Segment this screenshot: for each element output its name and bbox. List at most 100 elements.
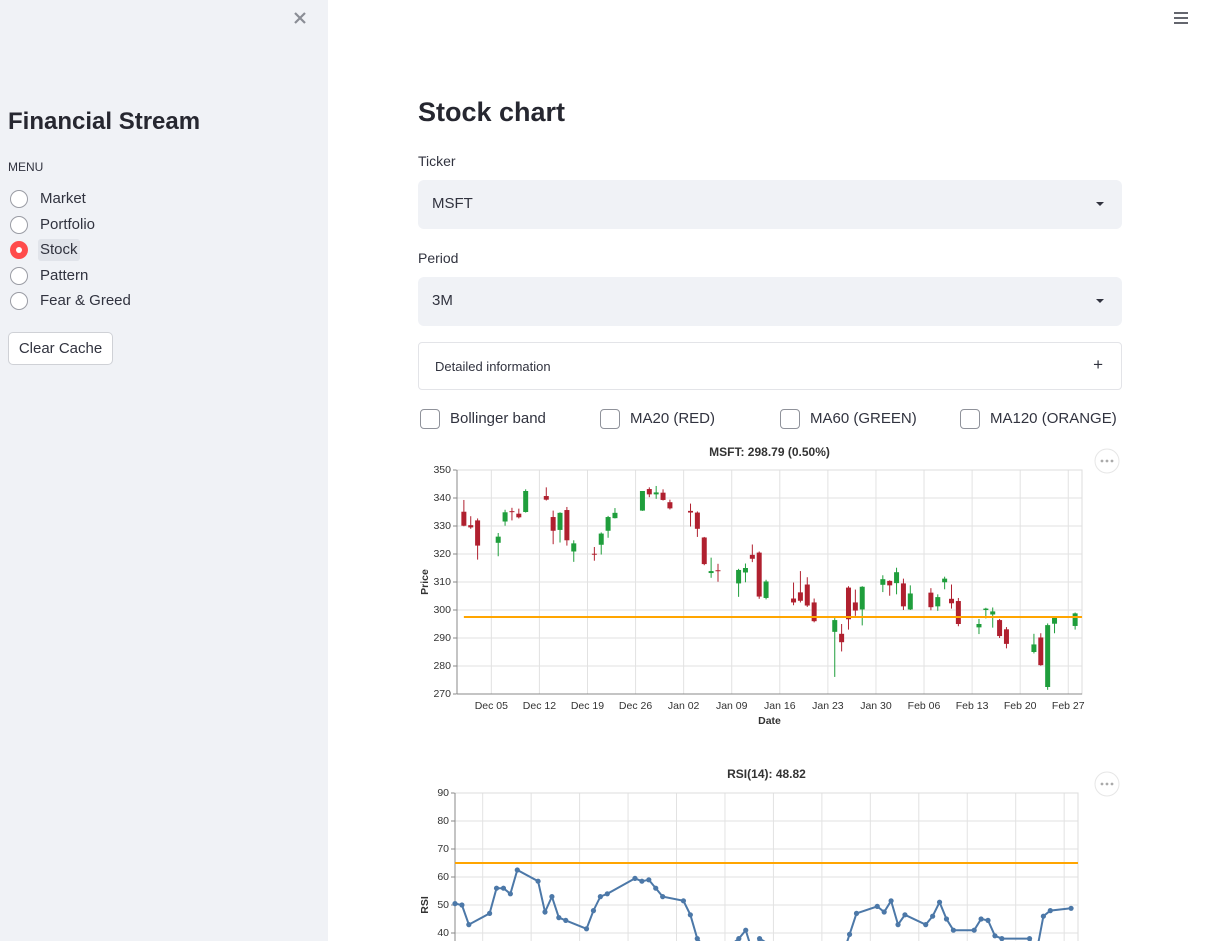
x-tick-label: Jan 30 [860,700,892,712]
rsi-point [694,936,700,941]
rsi-point [452,901,458,907]
candle-body [694,512,700,529]
candle-body [949,598,955,604]
rsi-point [604,891,610,897]
rsi-point [936,899,943,905]
close-button[interactable] [293,11,307,25]
candle-body [756,552,762,597]
candle-body [845,587,851,620]
expander[interactable]: Detailed information + [418,342,1122,390]
chart-title: MSFT: 298.79 (0.50%) [709,445,830,459]
candle-body [907,593,913,610]
candle-body [461,511,467,526]
menu-label: MENU [8,160,44,174]
x-tick-label: Dec 05 [475,700,508,712]
ticker-select[interactable]: MSFT [418,180,1122,229]
select-value: MSFT [432,195,473,212]
candle-body [605,517,611,531]
checkbox-label[interactable]: Bollinger band [450,410,546,427]
menu-dot [1110,782,1114,786]
candle-body [550,517,556,531]
period-select[interactable]: 3M [418,277,1122,326]
candle-body [502,512,508,522]
candle-body [990,611,996,615]
candle-body [557,512,563,530]
menu-item[interactable]: Fear & Greed [40,292,131,309]
menu-dot [1105,782,1109,786]
radio-button[interactable] [10,241,28,259]
candle-body [564,510,570,541]
menu-item[interactable]: Portfolio [40,215,96,233]
rsi-point [1026,936,1033,941]
candle-body [887,580,893,586]
x-tick-label: Dec 26 [619,700,652,712]
radio-button[interactable] [10,266,28,285]
y-tick-label: 60 [437,871,449,883]
candle-body [660,492,666,500]
candle-body [804,584,810,606]
x-tick-label: Dec 19 [571,700,604,712]
expander-label: Detailed information [435,359,551,374]
candle-body [653,492,659,495]
checkbox[interactable] [960,409,980,429]
rsi-point [563,917,569,924]
y-tick-label: 310 [433,576,451,588]
candle-body [1045,625,1051,687]
chart-title: RSI(14): 48.82 [727,767,806,781]
menu-item[interactable]: Pattern [40,266,89,284]
menu-icon[interactable] [1173,11,1189,25]
y-tick-label: 270 [433,688,451,700]
menu-item[interactable]: Market [40,190,86,207]
rsi-point [971,927,977,933]
radio-button[interactable] [10,292,28,310]
candle-body [1052,617,1058,624]
checkbox[interactable] [780,409,800,429]
y-tick-label: 290 [433,632,451,644]
rsi-point [881,909,887,915]
checkbox-label[interactable]: MA120 (ORANGE) [990,410,1117,427]
rsi-point [756,936,763,941]
expander-icon: + [1093,355,1103,374]
checkbox-label[interactable]: MA20 (RED) [630,410,716,427]
rsi-point [590,908,597,914]
candle-body [894,572,900,584]
rsi-point [950,927,957,933]
candle-body [715,570,721,572]
candle-body [475,520,481,546]
candle-body [708,571,714,574]
candle-body [639,491,645,511]
candle-body [571,543,577,552]
menu-item[interactable]: Stock [38,239,80,261]
checkbox-label[interactable]: MA60 (GREEN) [810,410,917,427]
clear-cache-button[interactable]: Clear Cache [8,332,113,365]
rsi-point [632,875,638,882]
y-axis-label: RSI [419,896,431,914]
checkbox[interactable] [600,409,620,429]
candle-body [832,620,838,632]
rsi-point [846,931,853,938]
y-tick-label: 350 [433,464,451,476]
chart-menu-button[interactable] [1094,448,1120,474]
radio-button[interactable] [10,215,28,234]
menu-dot [1110,459,1114,463]
rsi-point [874,903,880,910]
y-tick-label: 90 [437,787,449,799]
chart-menu-button[interactable] [1094,771,1120,797]
y-tick-label: 50 [437,899,449,911]
y-tick-label: 320 [433,548,451,560]
candle-body [736,569,742,584]
x-tick-label: Jan 09 [716,700,748,712]
rsi-point [743,927,749,933]
rsi-point [1068,905,1074,911]
candle-body [1072,613,1078,626]
rsi-point [923,922,929,928]
x-tick-label: Jan 16 [764,700,796,712]
rsi-point [1040,913,1046,919]
candle-body [900,583,906,607]
checkbox[interactable] [420,409,440,429]
candle-body [1031,644,1037,652]
rsi-point [493,885,500,891]
radio-button[interactable] [10,190,28,208]
